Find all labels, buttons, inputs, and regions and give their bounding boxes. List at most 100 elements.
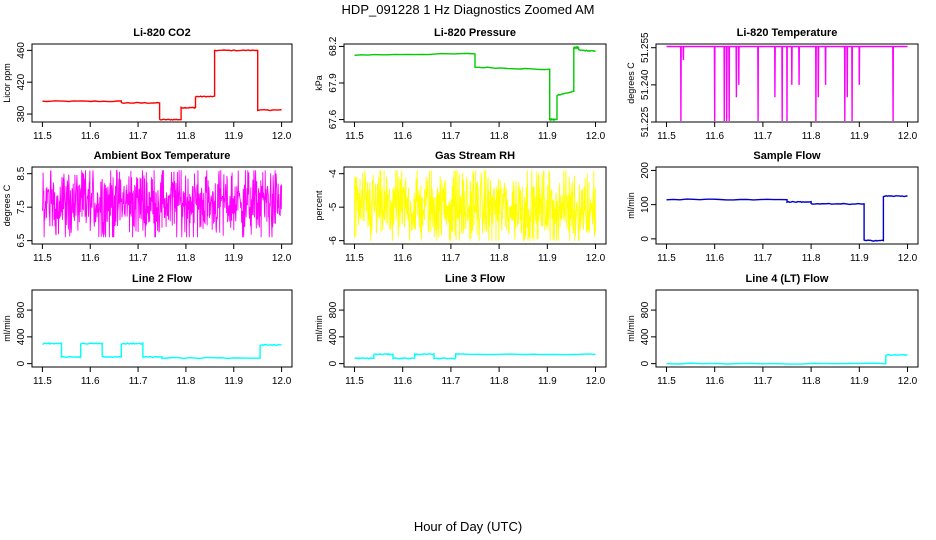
y-tick-label: 200 <box>640 162 651 179</box>
y-tick-label: 0 <box>16 360 27 366</box>
y-tick-label: 800 <box>16 301 27 318</box>
x-tick-label: 12.0 <box>586 131 606 142</box>
y-axis-label: ml/min <box>626 192 636 219</box>
y-tick-label: 800 <box>328 301 339 318</box>
panel-3: Li-820 Temperature 11.5 11.6 11.7 11.8 11.9 12… <box>626 27 919 142</box>
y-tick-label: 6.5 <box>16 233 27 247</box>
panel-4: Ambient Box Temperature 11.5 11.6 11.7 11.8 1… <box>2 150 293 264</box>
y-tick-label: -4 <box>328 169 339 178</box>
y-tick-label: 460 <box>16 42 27 59</box>
y-axis-label: degrees C <box>626 62 636 104</box>
panel-9: Line 4 (LT) Flow 11.5 11.6 11.7 11.8 11.9 12.0… <box>626 273 919 387</box>
x-tick-label: 11.8 <box>177 376 196 387</box>
data-series-line <box>354 170 596 243</box>
y-tick-label: 51.240 <box>640 69 651 100</box>
x-tick-label: 11.9 <box>850 131 869 142</box>
x-tick-label: 11.7 <box>442 131 461 142</box>
y-axis-label: ml/min <box>626 315 636 342</box>
x-tick-label: 11.5 <box>345 131 364 142</box>
figure-xlabel: Hour of Day (UTC) <box>414 519 522 534</box>
x-tick-label: 11.8 <box>490 253 509 264</box>
x-tick-label: 11.5 <box>345 253 364 264</box>
x-tick-label: 12.0 <box>898 376 918 387</box>
panel-title: Li-820 Pressure <box>434 27 516 39</box>
x-tick-label: 11.9 <box>538 376 557 387</box>
x-tick-label: 11.7 <box>442 253 461 264</box>
y-tick-label: 0 <box>640 236 651 242</box>
x-tick-label: 11.6 <box>393 376 412 387</box>
y-tick-label: 0 <box>640 360 651 366</box>
panel-title: Line 2 Flow <box>132 273 192 285</box>
x-tick-label: 11.8 <box>802 253 821 264</box>
y-tick-label: 67.9 <box>328 73 339 93</box>
x-tick-label: 11.6 <box>81 131 100 142</box>
y-axis-label: percent <box>314 190 324 221</box>
data-series-line <box>666 195 908 242</box>
x-tick-label: 12.0 <box>272 253 292 264</box>
x-tick-label: 11.7 <box>129 253 148 264</box>
x-tick-label: 11.7 <box>129 376 148 387</box>
panel-7: Line 2 Flow 11.5 11.6 11.7 11.8 11.9 12.0 0 400 8… <box>2 273 293 387</box>
data-series-line <box>42 49 282 121</box>
y-tick-label: 400 <box>640 328 651 345</box>
x-tick-label: 11.9 <box>850 253 869 264</box>
panel-title: Sample Flow <box>753 150 821 162</box>
panel-title: Gas Stream RH <box>435 150 515 162</box>
x-tick-label: 11.9 <box>538 131 557 142</box>
x-tick-label: 11.8 <box>177 131 196 142</box>
x-tick-label: 12.0 <box>586 253 606 264</box>
plot-frame <box>655 166 919 245</box>
x-tick-label: 11.8 <box>490 376 509 387</box>
x-tick-label: 11.9 <box>224 253 243 264</box>
x-tick-label: 11.5 <box>33 376 52 387</box>
y-tick-label: 7.5 <box>16 200 27 214</box>
y-axis-label: degrees C <box>2 184 12 226</box>
y-tick-label: 400 <box>16 328 27 345</box>
x-tick-label: 11.9 <box>224 376 243 387</box>
x-tick-label: 11.5 <box>33 253 52 264</box>
panel-1: Li-820 CO2 11.5 11.6 11.7 11.8 11.9 12.0 380 420… <box>2 27 293 142</box>
x-tick-label: 11.7 <box>754 253 773 264</box>
plot-frame <box>655 43 919 123</box>
x-tick-label: 11.5 <box>657 376 676 387</box>
x-tick-label: 11.9 <box>224 131 243 142</box>
y-axis-label: Licor ppm <box>2 63 12 103</box>
panel-title: Li-820 CO2 <box>133 27 190 39</box>
panel-title: Li-820 Temperature <box>737 27 838 39</box>
x-tick-label: 12.0 <box>272 376 292 387</box>
data-series-line <box>354 45 596 121</box>
x-tick-label: 11.6 <box>705 376 724 387</box>
x-tick-label: 11.8 <box>802 376 821 387</box>
y-tick-label: 0 <box>328 360 339 366</box>
panel-2: Li-820 Pressure 11.5 11.6 11.7 11.8 11.9 12.0 6… <box>314 27 607 142</box>
plot-frame <box>343 166 607 245</box>
x-tick-label: 11.6 <box>81 253 100 264</box>
y-tick-label: 68.2 <box>328 36 339 56</box>
data-series-line <box>41 169 283 238</box>
data-series-line <box>42 341 282 360</box>
x-tick-label: 11.6 <box>705 253 724 264</box>
x-tick-label: 12.0 <box>272 131 292 142</box>
y-tick-label: 800 <box>640 301 651 318</box>
plot-frame <box>343 289 607 368</box>
plot-frame <box>31 289 293 368</box>
x-tick-label: 11.7 <box>442 376 461 387</box>
x-tick-label: 11.6 <box>705 131 724 142</box>
data-series-line <box>354 352 596 360</box>
x-tick-label: 11.5 <box>657 253 676 264</box>
x-tick-label: 12.0 <box>586 376 606 387</box>
y-tick-label: 100 <box>640 196 651 213</box>
x-tick-label: 11.5 <box>345 376 364 387</box>
x-tick-label: 11.7 <box>129 131 148 142</box>
panel-title: Line 4 (LT) Flow <box>746 273 829 285</box>
y-axis-label: ml/min <box>2 315 12 342</box>
x-tick-label: 11.7 <box>754 131 773 142</box>
x-tick-label: 12.0 <box>898 131 918 142</box>
x-tick-label: 11.6 <box>393 253 412 264</box>
y-tick-label: -5 <box>328 202 339 211</box>
x-tick-label: 11.7 <box>754 376 773 387</box>
y-axis-label: ml/min <box>314 315 324 342</box>
x-tick-label: 11.5 <box>657 131 676 142</box>
panel-5: Gas Stream RH 11.5 11.6 11.7 11.8 11.9 12.0 -6 -… <box>314 150 607 264</box>
